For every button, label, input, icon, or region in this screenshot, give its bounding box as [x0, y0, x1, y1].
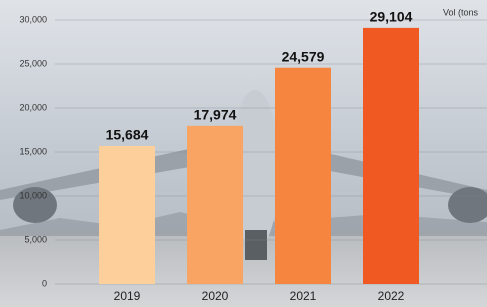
y-tick-label: 15,000 — [19, 146, 47, 156]
value-label: 24,579 — [282, 48, 325, 64]
x-tick-label: 2022 — [378, 289, 405, 303]
value-label: 15,684 — [106, 127, 149, 143]
bar — [187, 126, 243, 284]
y-tick-label: 30,000 — [19, 14, 47, 24]
bar — [363, 28, 419, 284]
bar — [275, 68, 331, 284]
axis-label: Vol (tons — [443, 7, 479, 17]
y-tick-label: 20,000 — [19, 102, 47, 112]
value-label: 17,974 — [194, 107, 237, 123]
y-tick-label: 25,000 — [19, 58, 47, 68]
y-tick-label: 5,000 — [24, 234, 47, 244]
chart: Vol (tons 0 5,000 10,000 15,000 20,000 25,000… — [0, 0, 487, 307]
bar — [99, 146, 155, 284]
x-tick-label: 2021 — [290, 289, 317, 303]
value-label: 29,104 — [370, 9, 413, 25]
x-tick-label: 2020 — [202, 289, 229, 303]
y-tick-label: 10,000 — [19, 190, 47, 200]
y-tick-label: 0 — [42, 278, 47, 288]
x-tick-label: 2019 — [114, 289, 141, 303]
